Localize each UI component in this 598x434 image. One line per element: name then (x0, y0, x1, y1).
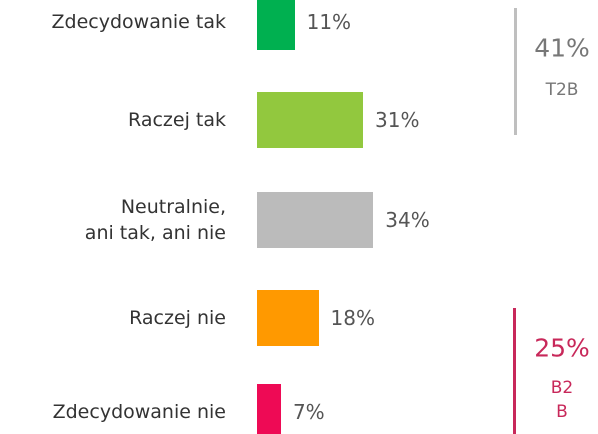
category-label: Raczej tak (128, 109, 226, 131)
value-label: 7% (292, 400, 325, 424)
bar (257, 192, 374, 248)
value-label: 31% (375, 108, 420, 132)
annotation-label: T2B (545, 80, 579, 100)
category-label: Zdecydowanie nie (52, 401, 226, 423)
bracket-line (513, 308, 516, 434)
category-label: Neutralnie, ani tak, ani nie (84, 196, 226, 244)
annotation-label: B2 B (550, 378, 574, 422)
bar (257, 92, 364, 148)
annotation-value: 25% (534, 333, 590, 363)
bracket-line (514, 8, 517, 135)
value-label: 11% (306, 10, 352, 34)
category-label: Raczej nie (129, 307, 226, 329)
value-label: 18% (330, 306, 375, 330)
bar (257, 0, 295, 50)
annotation-value: 41% (534, 33, 590, 63)
value-label: 34% (385, 208, 430, 232)
category-label: Zdecydowanie tak (51, 11, 226, 33)
bar (257, 384, 281, 434)
bar (257, 290, 319, 346)
